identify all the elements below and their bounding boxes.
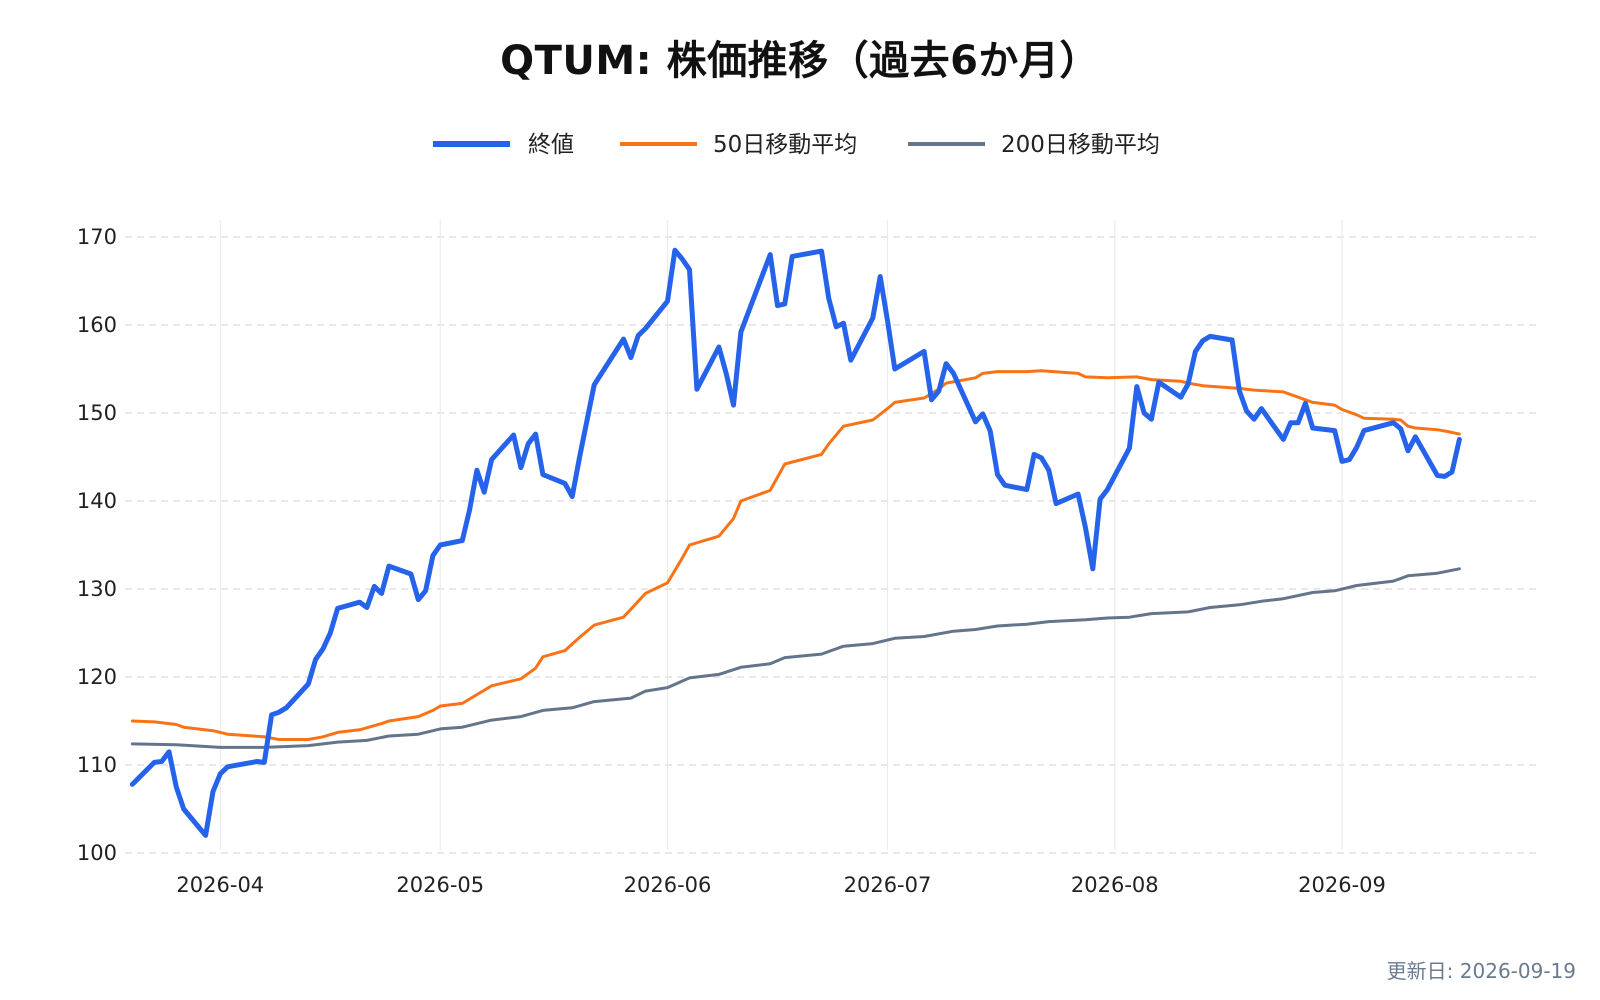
series-line-close xyxy=(129,247,1462,838)
legend-label: 50日移動平均 xyxy=(713,132,857,158)
x-tick-label: 2026-06 xyxy=(624,873,712,897)
series-line-ma50 xyxy=(130,369,1461,741)
chart-title: QTUM: 株価推移（過去6か月） xyxy=(500,38,1100,84)
series-line-ma200 xyxy=(130,567,1461,749)
y-gridlines xyxy=(125,236,1540,854)
y-tick-label: 110 xyxy=(77,753,117,777)
x-tick-label: 2026-05 xyxy=(396,873,484,897)
x-tick-label: 2026-07 xyxy=(844,873,932,897)
x-axis: 2026-04 2026-05 2026-06 2026-07 2026-08 2026-… xyxy=(176,873,1385,897)
legend-label: 200日移動平均 xyxy=(1001,132,1160,158)
x-tick-label: 2026-04 xyxy=(176,873,264,897)
legend-item-ma200: 200日移動平均 xyxy=(908,132,1160,158)
legend: 終値 50日移動平均 200日移動平均 xyxy=(433,132,1160,158)
y-tick-label: 100 xyxy=(77,841,117,865)
x-tick-label: 2026-08 xyxy=(1071,873,1159,897)
y-tick-label: 120 xyxy=(77,665,117,689)
legend-item-close: 終値 xyxy=(433,132,574,158)
x-tick-label: 2026-09 xyxy=(1298,873,1386,897)
y-tick-label: 140 xyxy=(77,489,117,513)
y-axis: 100 110 120 130 140 150 160 170 xyxy=(77,225,117,865)
y-tick-label: 170 xyxy=(77,225,117,249)
updated-date: 更新日: 2026-09-19 xyxy=(1386,959,1576,983)
x-gridlines xyxy=(219,220,1343,850)
series-lines xyxy=(129,247,1462,838)
legend-item-ma50: 50日移動平均 xyxy=(620,132,857,158)
y-tick-label: 130 xyxy=(77,577,117,601)
legend-label: 終値 xyxy=(528,132,574,158)
y-tick-label: 160 xyxy=(77,313,117,337)
y-tick-label: 150 xyxy=(77,401,117,425)
